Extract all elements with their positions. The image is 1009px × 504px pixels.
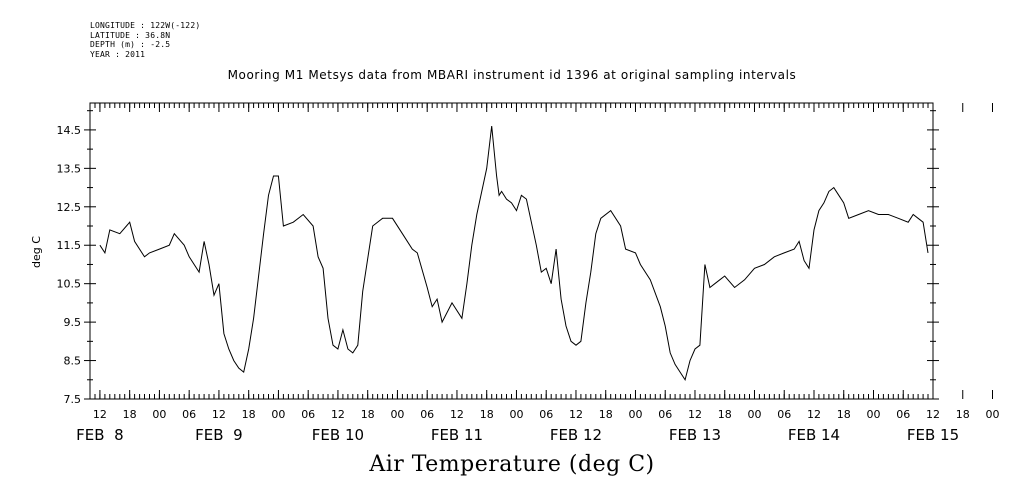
y-tick-label: 10.5 <box>57 278 82 291</box>
x-hour-label: 12 <box>688 408 702 421</box>
x-hour-label: 00 <box>628 408 642 421</box>
x-hour-label: 12 <box>926 408 940 421</box>
x-hour-label: 18 <box>956 408 970 421</box>
x-date-label: FEB 11 <box>431 426 483 444</box>
x-hour-label: 12 <box>450 408 464 421</box>
x-axis: 12 18 00 06 12 18 00 06 12 18 00 06 12 18 00 06 12 18 00 06… <box>76 103 1000 444</box>
x-axis-label: Air Temperature (deg C) <box>369 452 655 477</box>
hourly-minor-ticks <box>89 103 934 399</box>
y-axis-label: deg C <box>30 236 43 268</box>
y-tick-label: 9.5 <box>64 316 82 329</box>
x-hour-label: 12 <box>331 408 345 421</box>
longitude-label: LONGITUDE : 122W(-122) <box>90 21 201 30</box>
x-hour-label: 18 <box>599 408 613 421</box>
y-tick-label: 11.5 <box>57 239 82 252</box>
x-hour-label: 00 <box>509 408 523 421</box>
x-date-label: FEB 9 <box>195 426 242 444</box>
y-tick-label: 8.5 <box>64 355 82 368</box>
chart-title: Mooring M1 Metsys data from MBARI instru… <box>227 68 797 82</box>
x-hour-label: 06 <box>301 408 315 421</box>
x-hour-label: 06 <box>896 408 910 421</box>
plot-frame <box>89 102 934 400</box>
air-temperature-series-line <box>99 126 929 382</box>
x-hour-label: 00 <box>866 408 880 421</box>
x-hour-label: 12 <box>569 408 583 421</box>
y-tick-label: 14.5 <box>57 124 82 137</box>
x-date-label: FEB 13 <box>669 426 721 444</box>
y-tick-label: 7.5 <box>64 393 82 406</box>
mooring-metadata: LONGITUDE : 122W(-122) LATITUDE : 36.8N … <box>90 21 200 59</box>
x-hour-label: 18 <box>361 408 375 421</box>
x-hour-label: 12 <box>807 408 821 421</box>
x-date-label: FEB 14 <box>788 426 840 444</box>
x-hour-label: 18 <box>242 408 256 421</box>
depth-label: DEPTH (m) : -2.5 <box>90 40 171 50</box>
x-hour-label: 18 <box>123 408 137 421</box>
x-hour-label: 06 <box>420 408 434 421</box>
x-hour-label: 00 <box>390 408 404 421</box>
x-hour-label: 06 <box>777 408 791 421</box>
x-date-label: FEB 15 <box>907 426 959 444</box>
x-date-label: FEB 10 <box>312 426 364 444</box>
x-hour-label: 12 <box>212 408 226 421</box>
x-hour-label: 18 <box>480 408 494 421</box>
x-hour-label: 18 <box>718 408 732 421</box>
x-hour-label: 06 <box>658 408 672 421</box>
x-hour-label: 12 <box>93 408 107 421</box>
x-date-label: FEB 8 <box>76 426 123 444</box>
x-hour-label: 00 <box>152 408 166 421</box>
x-hour-label: 00 <box>986 408 1000 421</box>
minor-ticks <box>89 103 934 399</box>
x-date-label: FEB 12 <box>550 426 602 444</box>
x-hour-label: 00 <box>271 408 285 421</box>
x-hour-label: 06 <box>539 408 553 421</box>
latitude-label: LATITUDE : 36.8N <box>90 30 171 40</box>
year-label: YEAR : 2011 <box>90 49 146 59</box>
x-hour-label: 00 <box>747 408 761 421</box>
x-hour-label: 06 <box>182 408 196 421</box>
y-tick-label: 13.5 <box>57 162 82 175</box>
y-tick-label: 12.5 <box>57 201 82 214</box>
x-hour-label: 18 <box>837 408 851 421</box>
y-axis: 7.5 8.5 9.5 10.5 11.5 12.5 13.5 14.5 <box>57 110 939 406</box>
